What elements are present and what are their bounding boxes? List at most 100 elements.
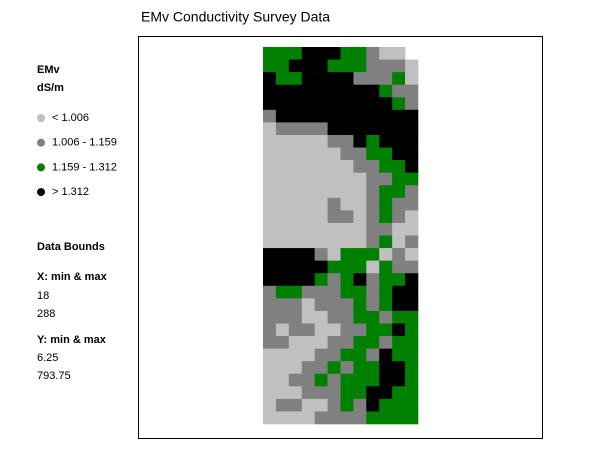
raster-cell bbox=[379, 97, 393, 111]
raster-cell bbox=[327, 84, 341, 98]
raster-cell bbox=[314, 122, 328, 136]
raster-cell bbox=[405, 97, 419, 111]
raster-cell bbox=[314, 260, 328, 274]
raster-cell bbox=[379, 197, 393, 211]
raster-cell bbox=[263, 361, 277, 375]
raster-cell bbox=[301, 273, 315, 287]
raster-cell bbox=[275, 185, 290, 199]
raster-cell bbox=[301, 122, 315, 136]
raster-cell bbox=[405, 122, 419, 136]
raster-cell bbox=[275, 361, 290, 375]
raster-cell bbox=[275, 160, 290, 173]
raster-cell bbox=[392, 348, 406, 362]
raster-cell bbox=[327, 386, 341, 400]
raster-cell bbox=[327, 235, 341, 249]
raster-cell bbox=[353, 147, 367, 161]
raster-cell bbox=[314, 72, 328, 85]
raster-cell bbox=[288, 235, 303, 249]
raster bbox=[263, 47, 419, 425]
raster-cell bbox=[353, 298, 367, 312]
raster-cell bbox=[379, 84, 393, 98]
raster-cell bbox=[327, 273, 341, 287]
raster-cell bbox=[353, 122, 367, 136]
raster-cell bbox=[288, 361, 303, 375]
raster-cell bbox=[327, 185, 341, 199]
raster-cell bbox=[314, 323, 328, 337]
raster-cell bbox=[405, 398, 419, 412]
raster-cell bbox=[392, 185, 406, 199]
raster-cell bbox=[379, 298, 393, 312]
raster-cell bbox=[301, 197, 315, 211]
raster-cell bbox=[366, 323, 380, 337]
raster-cell bbox=[340, 336, 354, 349]
raster-cell bbox=[314, 84, 328, 98]
raster-cell bbox=[275, 285, 290, 299]
raster-cell bbox=[275, 97, 290, 111]
raster-cell bbox=[301, 398, 315, 412]
raster-cell bbox=[379, 172, 393, 186]
raster-cell bbox=[314, 109, 328, 123]
raster-cell bbox=[353, 59, 367, 73]
raster-cell bbox=[327, 411, 341, 425]
raster-cell bbox=[263, 72, 277, 85]
raster-cell bbox=[353, 361, 367, 375]
raster-cell bbox=[301, 248, 315, 261]
raster-cell bbox=[366, 47, 380, 60]
raster-cell bbox=[353, 323, 367, 337]
raster-cell bbox=[366, 411, 380, 425]
raster-cell bbox=[301, 72, 315, 85]
raster-cell bbox=[301, 185, 315, 199]
raster-cell bbox=[327, 197, 341, 211]
raster-cell bbox=[392, 84, 406, 98]
raster-cell bbox=[366, 386, 380, 400]
raster-cell bbox=[327, 323, 341, 337]
raster-cell bbox=[379, 222, 393, 236]
raster-cell bbox=[379, 210, 393, 224]
raster-cell bbox=[379, 398, 393, 412]
raster-cell bbox=[366, 197, 380, 211]
raster-cell bbox=[301, 298, 315, 312]
raster-cell bbox=[301, 59, 315, 73]
raster-cell bbox=[263, 273, 277, 287]
raster-cell bbox=[263, 398, 277, 412]
raster-cell bbox=[405, 248, 419, 261]
raster-cell bbox=[314, 235, 328, 249]
raster-cell bbox=[405, 373, 419, 387]
raster-cell bbox=[392, 222, 406, 236]
raster-cell bbox=[314, 210, 328, 224]
raster-cell bbox=[366, 298, 380, 312]
raster-cell bbox=[340, 260, 354, 274]
raster-cell bbox=[301, 84, 315, 98]
raster-cell bbox=[405, 273, 419, 287]
raster-cell bbox=[405, 72, 419, 85]
raster-cell bbox=[392, 97, 406, 111]
raster-cell bbox=[366, 172, 380, 186]
raster-cell bbox=[340, 122, 354, 136]
raster-cell bbox=[275, 172, 290, 186]
raster-cell bbox=[405, 310, 419, 324]
raster-cell bbox=[405, 260, 419, 274]
legend-label: < 1.006 bbox=[52, 112, 89, 124]
raster-cell bbox=[366, 222, 380, 236]
raster-cell bbox=[340, 72, 354, 85]
raster-cell bbox=[263, 109, 277, 123]
raster-cell bbox=[379, 285, 393, 299]
raster-cell bbox=[366, 235, 380, 249]
bounds-title: Data Bounds bbox=[37, 241, 105, 253]
raster-cell bbox=[340, 185, 354, 199]
raster-cell bbox=[366, 122, 380, 136]
raster-cell bbox=[288, 147, 303, 161]
raster-cell bbox=[275, 235, 290, 249]
raster-cell bbox=[263, 172, 277, 186]
raster-cell bbox=[340, 97, 354, 111]
raster-cell bbox=[288, 273, 303, 287]
raster-cell bbox=[392, 373, 406, 387]
y-max: 793.75 bbox=[37, 370, 71, 382]
raster-cell bbox=[288, 373, 303, 387]
raster-cell bbox=[340, 361, 354, 375]
raster-cell bbox=[301, 172, 315, 186]
raster-cell bbox=[263, 84, 277, 98]
raster-cell bbox=[353, 235, 367, 249]
raster-cell bbox=[366, 310, 380, 324]
raster-cell bbox=[340, 310, 354, 324]
